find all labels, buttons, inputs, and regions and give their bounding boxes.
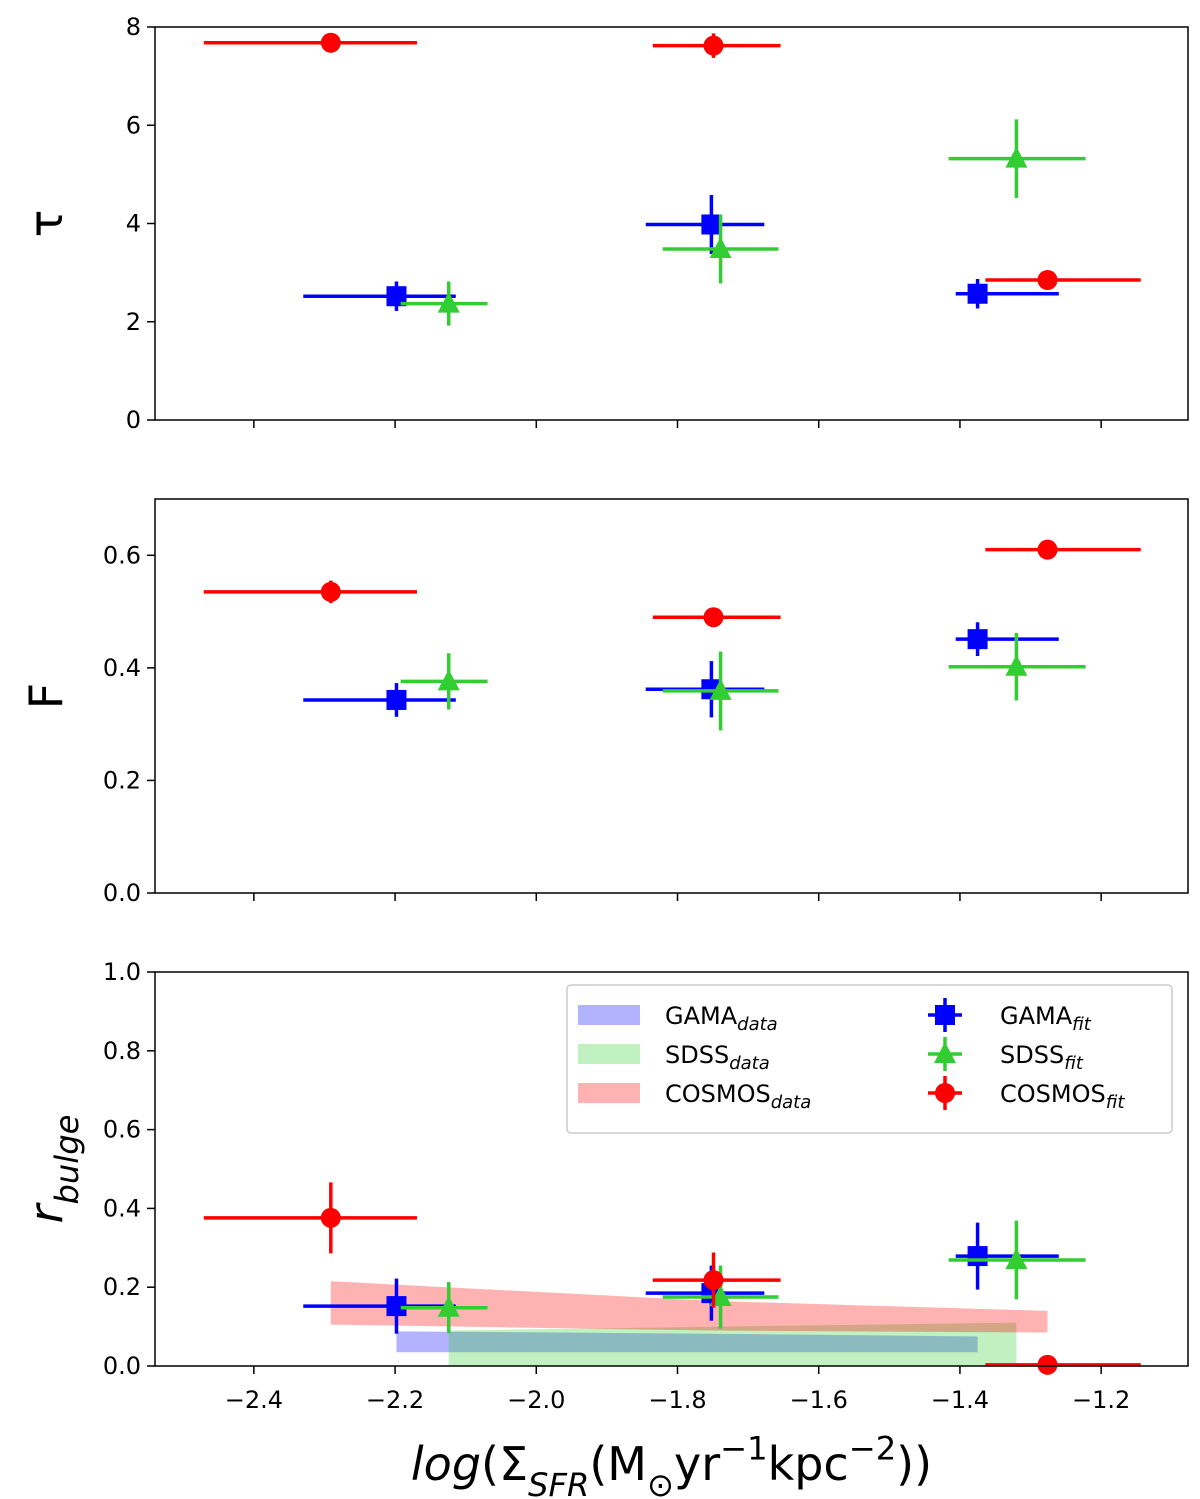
y-tick-label: 0.4 <box>103 654 141 682</box>
label-part: GAMA <box>665 1002 738 1030</box>
marker <box>1037 1354 1058 1375</box>
y-tick-label: 6 <box>126 111 141 139</box>
axes-frame <box>154 971 1189 1367</box>
y-tick-label: 0.0 <box>103 879 141 907</box>
marker <box>320 32 341 53</box>
label-part: r <box>19 1201 73 1223</box>
label-part: τ <box>19 210 73 238</box>
marker <box>320 581 341 602</box>
y-tick-label: 0.0 <box>103 1352 141 1380</box>
y-axis-label: F <box>19 683 73 709</box>
legend-swatch <box>578 1005 640 1025</box>
marker <box>320 1207 341 1228</box>
y-tick-label: 0.2 <box>103 766 141 794</box>
y-tick-label: 8 <box>126 13 141 41</box>
marker <box>1005 1248 1028 1270</box>
marker <box>437 1295 460 1317</box>
marker <box>709 678 732 700</box>
y-tick-label: 0.6 <box>103 1116 141 1144</box>
legend-label: COSMOSdata <box>665 1080 811 1113</box>
y-tick-label: 0.6 <box>103 541 141 569</box>
label-part: fit <box>1072 1014 1092 1035</box>
legend-label: SDSSfit <box>1000 1041 1084 1074</box>
x-axis-label: log(ΣSFR(M⊙yr−1kpc−2)) <box>411 1429 932 1499</box>
marker <box>709 237 732 259</box>
y-tick-label: 1.0 <box>103 958 141 986</box>
label-part: yr <box>674 1437 720 1491</box>
marker <box>386 689 407 710</box>
legend-box <box>566 984 1173 1134</box>
x-tick-label: −1.8 <box>648 1386 706 1414</box>
label-part: COSMOS <box>1000 1080 1106 1108</box>
marker <box>934 1042 956 1063</box>
legend-label: GAMAfit <box>1000 1002 1092 1035</box>
label-part: −2 <box>849 1429 896 1467</box>
axes-frame <box>154 498 1189 894</box>
band <box>448 1322 1017 1366</box>
label-part: (M <box>589 1437 647 1491</box>
label-part: data <box>729 1053 770 1074</box>
label-part: fit <box>1106 1092 1126 1113</box>
y-axis-label: τ <box>19 210 73 238</box>
label-part: −1 <box>720 1429 767 1467</box>
y-tick-label: 2 <box>126 308 141 336</box>
label-part: GAMA <box>1000 1002 1073 1030</box>
marker <box>703 607 724 628</box>
label-part: )) <box>896 1437 932 1491</box>
label-part: COSMOS <box>665 1080 771 1108</box>
label-part: (Σ <box>481 1437 528 1491</box>
marker <box>437 291 460 313</box>
legend-label: COSMOSfit <box>1000 1080 1125 1113</box>
label-part: SFR <box>528 1466 589 1499</box>
marker <box>1037 269 1058 290</box>
x-tick-label: −2.0 <box>507 1386 565 1414</box>
legend-label: GAMAdata <box>665 1002 778 1035</box>
legend-swatch <box>578 1083 640 1103</box>
marker <box>1005 146 1028 168</box>
y-tick-label: 4 <box>126 210 141 238</box>
label-part: ⊙ <box>647 1466 674 1499</box>
x-tick-label: −1.2 <box>1072 1386 1130 1414</box>
label-part: log <box>411 1437 481 1491</box>
marker <box>1005 654 1028 676</box>
marker <box>967 629 988 650</box>
label-part: SDSS <box>1000 1041 1064 1069</box>
x-tick-label: −1.4 <box>931 1386 989 1414</box>
marker <box>935 1005 955 1025</box>
marker <box>386 286 407 307</box>
marker <box>386 1296 407 1317</box>
label-part: data <box>771 1092 812 1113</box>
marker <box>1037 539 1058 560</box>
marker <box>967 1246 988 1267</box>
label-part: bulge <box>48 1115 86 1205</box>
band <box>396 1331 978 1353</box>
x-tick-label: −2.2 <box>366 1386 424 1414</box>
label-part: data <box>737 1014 778 1035</box>
band <box>330 1281 1048 1333</box>
y-axis-label: rbulge <box>19 1115 86 1224</box>
marker <box>437 669 460 691</box>
label-part: fit <box>1064 1053 1084 1074</box>
marker <box>935 1083 955 1103</box>
marker <box>703 35 724 56</box>
y-tick-label: 0 <box>126 406 141 434</box>
marker <box>701 214 722 235</box>
x-tick-label: −1.6 <box>790 1386 848 1414</box>
marker <box>967 283 988 304</box>
y-tick-label: 0.4 <box>103 1194 141 1222</box>
legend-swatch <box>578 1044 640 1064</box>
label-part: SDSS <box>665 1041 729 1069</box>
y-tick-label: 0.8 <box>103 1037 141 1065</box>
label-part: F <box>19 683 73 709</box>
marker <box>703 1270 724 1291</box>
legend-label: SDSSdata <box>665 1041 770 1074</box>
x-tick-label: −2.4 <box>225 1386 283 1414</box>
axes-frame <box>154 26 1189 421</box>
label-part: kpc <box>768 1437 849 1491</box>
y-tick-label: 0.2 <box>103 1273 141 1301</box>
